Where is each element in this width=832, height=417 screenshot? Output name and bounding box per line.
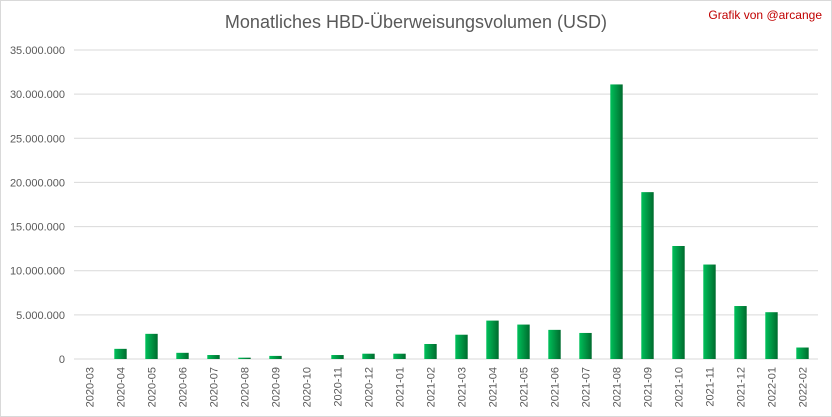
x-tick-label: 2020-04 <box>116 367 128 407</box>
x-tick-label: 2021-12 <box>736 367 748 407</box>
x-tick-label: 2020-06 <box>178 367 190 407</box>
bar <box>641 192 654 359</box>
bar <box>331 355 344 359</box>
x-tick-label: 2022-01 <box>767 367 779 407</box>
x-tick-label: 2021-03 <box>457 367 469 407</box>
y-tick-label: 10.000.000 <box>10 266 65 278</box>
bar <box>796 347 809 359</box>
y-tick-label: 15.000.000 <box>10 222 65 234</box>
x-tick-label: 2021-05 <box>519 367 531 407</box>
x-tick-label: 2020-10 <box>302 367 314 407</box>
bar <box>145 333 158 359</box>
x-tick-label: 2021-06 <box>550 367 562 407</box>
bar <box>207 355 220 359</box>
x-tick-label: 2021-01 <box>395 367 407 407</box>
x-tick-label: 2021-02 <box>426 367 438 407</box>
x-tick-label: 2020-08 <box>240 367 252 407</box>
bar <box>672 245 685 359</box>
bar <box>610 84 623 359</box>
y-axis-tick-labels: 0 5.000.000 10.000.000 15.000.000 20.000.000… <box>10 45 65 366</box>
bar <box>238 357 251 359</box>
x-tick-label: 2020-12 <box>364 367 376 407</box>
x-tick-label: 2021-08 <box>612 367 624 407</box>
bar <box>362 353 375 359</box>
y-tick-label: 30.000.000 <box>10 89 65 101</box>
y-tick-label: 5.000.000 <box>16 310 65 322</box>
bar <box>765 312 778 359</box>
bars <box>114 84 809 359</box>
bar <box>424 343 437 359</box>
bar <box>548 329 561 359</box>
chart-title: Monatliches HBD-Überweisungsvolumen (USD… <box>224 12 608 32</box>
x-tick-label: 2021-09 <box>643 367 655 407</box>
x-tick-label: 2020-07 <box>209 367 221 407</box>
bar <box>114 348 127 359</box>
x-tick-label: 2021-11 <box>705 367 717 407</box>
bar <box>579 332 592 359</box>
bar <box>734 306 747 359</box>
bar <box>455 334 468 359</box>
bar <box>703 264 716 359</box>
x-tick-label: 2021-04 <box>488 367 500 407</box>
x-tick-label: 2020-05 <box>147 367 159 407</box>
x-tick-label: 2021-10 <box>674 367 686 407</box>
x-axis-tick-labels: 2020-03 2020-04 2020-05 2020-06 2020-07 2020-… <box>85 367 810 407</box>
x-tick-label: 2021-07 <box>581 367 593 407</box>
x-tick-label: 2020-11 <box>333 367 345 407</box>
bar <box>269 355 282 359</box>
bar <box>517 324 530 359</box>
bar <box>486 320 499 359</box>
bar <box>393 353 406 359</box>
y-tick-label: 35.000.000 <box>10 45 65 57</box>
x-tick-label: 2020-03 <box>85 367 97 407</box>
bar <box>176 352 189 359</box>
y-tick-label: 25.000.000 <box>10 133 65 145</box>
x-tick-label: 2020-09 <box>271 367 283 407</box>
gridlines <box>74 49 818 360</box>
x-tick-label: 2022-02 <box>798 367 810 407</box>
y-tick-label: 20.000.000 <box>10 177 65 189</box>
y-tick-label: 0 <box>59 354 65 366</box>
chart-credit: Grafik von @arcange <box>708 8 822 22</box>
